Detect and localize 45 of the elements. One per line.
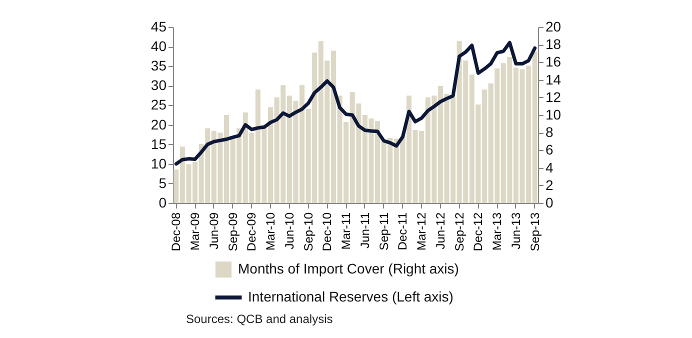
x-tick-label: Sep-11 [376,212,391,250]
source-note: Sources: QCB and analysis [186,312,333,326]
x-tick-label: Dec-11 [396,212,410,250]
x-tick-label: Dec-08 [169,212,184,252]
y2-tick-label: 10 [546,106,562,122]
y-tick-label: 45 [150,18,167,34]
y-tick-label: 10 [150,155,167,172]
y2-tick-label: 4 [546,159,554,176]
y-tick-label: 5 [158,174,167,191]
y2-tick-label: 16 [546,54,562,70]
y-tick-label: 35 [150,58,167,74]
y-tick-label: 25 [150,96,167,113]
y-tick-label: 15 [150,136,167,152]
y-tick-label: 30 [150,77,167,94]
y2-tick-label: 18 [546,36,562,52]
x-tick-label: Dec-09 [244,212,259,252]
x-tick-label: Sep-10 [301,212,316,252]
x-tick-label: Mar-09 [188,212,202,251]
x-tick-label: Sep-12 [452,212,466,252]
x-tick-label: Mar-11 [339,212,354,250]
legend-label: Months of Import Cover (Right axis) [238,260,459,276]
y-tick-label: 0 [158,194,167,210]
y2-tick-label: 2 [546,176,554,193]
x-tick-label: Jun-10 [282,212,296,250]
y2-tick-label: 0 [546,194,554,210]
x-tick-label: Sep-13 [528,212,542,252]
y2-tick-label: 14 [546,71,562,88]
y2-tick-label: 8 [546,124,554,140]
x-tick-label: Jun-11 [358,212,372,248]
x-tick-label: Jun-12 [433,212,448,250]
x-tick-label: Dec-10 [320,212,334,252]
x-tick-label: Dec-12 [471,212,486,252]
legend-label: International Reserves (Left axis) [248,288,454,304]
y-tick-label: 40 [150,38,167,54]
x-tick-label: Mar-10 [264,212,278,251]
x-tick-label: Jun-13 [508,212,523,250]
x-tick-label: Sep-09 [226,212,240,252]
y2-tick-label: 6 [546,142,554,158]
x-tick-label: Mar-13 [490,212,504,251]
x-tick-label: Jun-09 [206,212,221,250]
y2-tick-label: 20 [546,18,562,34]
line-series [174,40,537,166]
y2-tick-label: 12 [546,88,562,105]
x-tick-label: Mar-12 [414,212,429,251]
y-tick-label: 20 [150,116,167,132]
